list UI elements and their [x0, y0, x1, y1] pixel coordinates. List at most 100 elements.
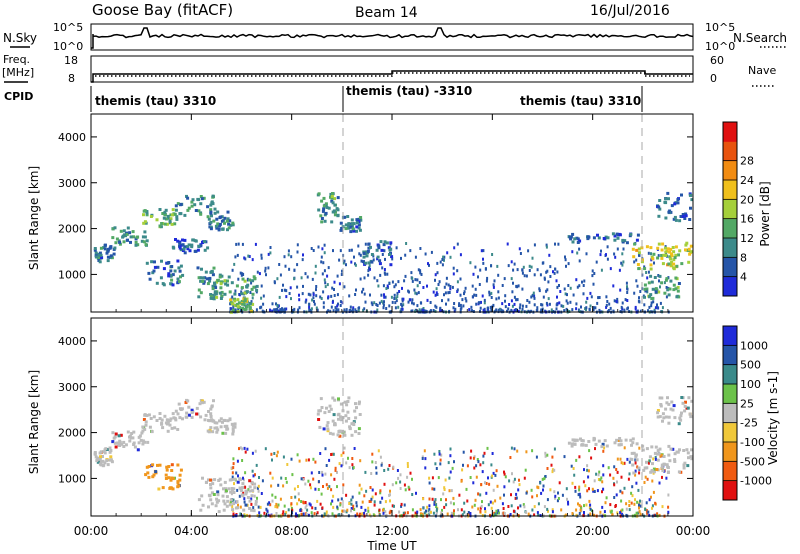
scatter-cell: [265, 273, 267, 277]
scatter-cell: [560, 508, 563, 512]
scatter-cell: [661, 306, 664, 310]
scatter-cell: [176, 428, 180, 431]
scatter-cell: [376, 255, 380, 259]
scatter-cell: [122, 229, 126, 233]
scatter-cell: [533, 505, 536, 509]
scatter-cell: [436, 271, 439, 275]
scatter-cell: [276, 505, 279, 509]
scatter-cell: [412, 302, 415, 306]
scatter-cell: [435, 305, 438, 309]
scatter-cell: [120, 442, 124, 446]
scatter-cell: [599, 510, 602, 514]
scatter-cell: [304, 506, 307, 510]
scatter-cell: [335, 307, 338, 311]
scatter-cell: [492, 303, 495, 307]
scatter-cell: [314, 487, 317, 491]
scatter-cell: [226, 279, 229, 283]
scatter-cell: [213, 284, 217, 288]
scatter-cell: [656, 256, 660, 260]
scatter-cell: [383, 249, 386, 253]
scatter-cell: [375, 466, 378, 470]
scatter-cell: [239, 446, 242, 450]
scatter-cell: [333, 398, 337, 402]
scatter-cell: [404, 511, 407, 515]
scatter-cell: [636, 233, 640, 237]
scatter-cell: [347, 396, 351, 400]
scatter-cell: [643, 265, 646, 269]
scatter-cell: [347, 456, 349, 460]
scatter-cell: [507, 264, 510, 268]
scatter-cell: [233, 297, 236, 301]
scatter-cell: [674, 218, 678, 222]
scatter-cell: [658, 207, 662, 211]
scatter-cell: [249, 301, 252, 305]
scatter-cell: [453, 309, 456, 313]
scatter-cell: [398, 290, 401, 293]
scatter-cell: [248, 278, 252, 282]
scatter-cell: [383, 240, 387, 244]
scatter-cell: [603, 510, 606, 514]
scatter-cell: [635, 258, 638, 262]
scatter-cell: [251, 258, 254, 262]
scatter-cell: [488, 482, 491, 486]
scatter-cell: [242, 508, 246, 512]
scatter-cell: [183, 238, 187, 242]
scatter-cell: [260, 296, 263, 300]
scatter-cell: [589, 507, 592, 511]
scatter-cell: [215, 295, 219, 299]
scatter-cell: [125, 232, 129, 236]
scatter-cell: [332, 505, 335, 509]
scatter-cell: [591, 274, 594, 278]
scatter-cell: [185, 415, 189, 419]
scatter-cell: [449, 287, 452, 291]
scatter-cell: [322, 301, 325, 305]
scatter-cell: [513, 308, 516, 312]
scatter-cell: [322, 196, 326, 200]
scatter-cell: [660, 463, 664, 467]
scatter-cell: [379, 500, 382, 504]
scatter-cell: [673, 458, 677, 462]
scatter-cell: [343, 433, 347, 437]
scatter-cell: [459, 293, 462, 297]
scatter-cell: [558, 301, 561, 305]
scatter-cell: [281, 308, 284, 312]
scatter-cell: [566, 301, 569, 305]
scatter-cell: [419, 508, 422, 512]
scatter-cell: [231, 471, 234, 475]
scatter-cell: [666, 466, 670, 469]
scatter-cell: [479, 509, 482, 513]
scatter-cell: [358, 413, 362, 416]
noise-left-tick-top: 10^5: [53, 21, 83, 34]
scatter-cell: [389, 509, 392, 513]
scatter-cell: [232, 498, 235, 502]
scatter-cell: [323, 251, 326, 255]
scatter-cell: [533, 513, 536, 517]
colorbar-segment: [723, 180, 737, 200]
scatter-cell: [380, 299, 383, 303]
x-tick-label: 04:00: [174, 524, 209, 538]
scatter-cell: [251, 292, 255, 296]
scatter-cell: [658, 415, 662, 419]
scatter-cell: [435, 505, 438, 508]
scatter-cell: [344, 419, 348, 423]
scatter-cell: [465, 487, 468, 491]
scatter-cell: [583, 279, 586, 283]
scatter-cell: [147, 413, 151, 417]
scatter-cell: [409, 471, 412, 475]
scatter-cell: [230, 487, 234, 490]
scatter-cell: [221, 431, 225, 435]
scatter-cell: [326, 486, 329, 490]
scatter-cell: [681, 213, 685, 216]
scatter-cell: [336, 196, 340, 200]
scatter-cell: [592, 282, 595, 286]
scatter-cell: [343, 215, 347, 219]
scatter-cell: [449, 470, 452, 474]
scatter-cell: [571, 512, 574, 515]
scatter-cell: [218, 273, 222, 277]
scatter-cell: [235, 471, 238, 475]
scatter-cell: [314, 506, 317, 510]
scatter-cell: [428, 497, 431, 501]
scatter-cell: [219, 483, 223, 487]
scatter-cell: [560, 304, 563, 308]
scatter-cell: [255, 308, 258, 312]
